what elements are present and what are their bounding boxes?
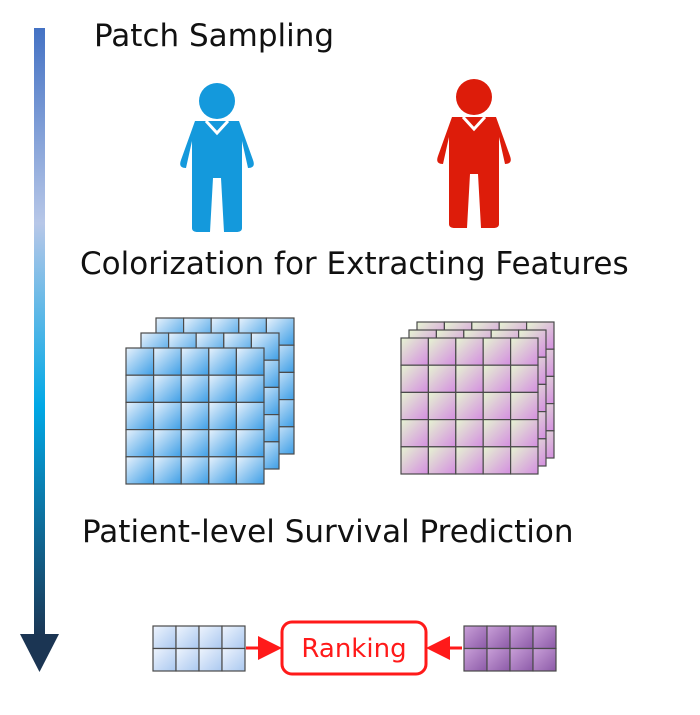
grid-cell [175, 647, 200, 672]
grid-cell [180, 429, 210, 458]
grid-cell [510, 446, 539, 475]
grid-cell [400, 364, 429, 394]
grid-cell [532, 625, 557, 650]
grid-cell [455, 419, 484, 448]
grid-cell [509, 625, 534, 650]
grid-cell [153, 347, 182, 376]
grid-cell [486, 625, 511, 650]
grid-cell [455, 446, 484, 475]
ranking-box [280, 620, 428, 676]
grid-cell [400, 419, 429, 448]
grid-cell [180, 401, 210, 431]
grid-cell [235, 347, 265, 376]
grid-cell [153, 374, 182, 404]
grid-cell [152, 647, 177, 672]
grid-cell [482, 391, 512, 421]
grid-cell [482, 364, 512, 394]
grid-cell [153, 401, 182, 431]
grid-cell [208, 374, 238, 404]
grid-cell [208, 429, 238, 458]
person-icon [180, 83, 254, 232]
grid-cell [510, 337, 539, 366]
grid-layer-front [125, 347, 265, 485]
grid-cell [125, 456, 155, 485]
flow-arrow-head [20, 634, 59, 672]
grid-cell [427, 337, 457, 366]
grid-cell [153, 429, 182, 458]
grid-cell [463, 625, 488, 650]
grid-layer [152, 625, 246, 672]
grid-cell [482, 419, 512, 448]
flow-arrow-shaft [34, 28, 45, 638]
grid-cell [463, 647, 488, 672]
grid-cell [482, 337, 512, 366]
grid-cell [455, 337, 484, 366]
grid-cell [180, 456, 210, 485]
grid-cell [427, 419, 457, 448]
grid-cell [486, 647, 511, 672]
grid-cell [400, 337, 429, 366]
feature-patch-left [152, 625, 246, 672]
grid-cell [455, 391, 484, 421]
grid-layer [463, 625, 557, 672]
grid-cell [208, 456, 238, 485]
grid-cell [198, 625, 223, 650]
grid-cell [208, 347, 238, 376]
grid-cell [427, 391, 457, 421]
grid-cell [208, 401, 238, 431]
grid-cell [532, 647, 557, 672]
feature-stack-pink [400, 321, 555, 475]
grid-cell [198, 647, 223, 672]
grid-layer-front [400, 337, 539, 475]
grid-cell [509, 647, 534, 672]
grid-cell [400, 391, 429, 421]
grid-cell [235, 401, 265, 431]
grid-cell [125, 429, 155, 458]
grid-cell [153, 456, 182, 485]
grid-cell [427, 446, 457, 475]
grid-cell [221, 647, 246, 672]
grid-cell [125, 374, 155, 404]
step-colorization: Colorization for Extracting Features [80, 246, 629, 282]
ranking-label: Ranking [301, 634, 406, 664]
grid-cell [125, 347, 155, 376]
grid-cell [455, 364, 484, 394]
grid-cell [510, 391, 539, 421]
grid-cell [235, 429, 265, 458]
grid-cell [510, 419, 539, 448]
grid-cell [125, 401, 155, 431]
grid-cell [400, 446, 429, 475]
feature-patch-right [463, 625, 557, 672]
grid-cell [152, 625, 177, 650]
feature-stack-blue [125, 317, 295, 485]
grid-cell [482, 446, 512, 475]
grid-cell [221, 625, 246, 650]
grid-cell [180, 374, 210, 404]
flow-arrow [20, 28, 59, 672]
step-patch-sampling: Patch Sampling [94, 18, 335, 54]
person-icon [437, 79, 511, 228]
grid-cell [510, 364, 539, 394]
grid-cell [427, 364, 457, 394]
grid-cell [175, 625, 200, 650]
step-survival-prediction: Patient-level Survival Prediction [82, 514, 574, 550]
grid-cell [235, 374, 265, 404]
grid-cell [180, 347, 210, 376]
grid-cell [235, 456, 265, 485]
